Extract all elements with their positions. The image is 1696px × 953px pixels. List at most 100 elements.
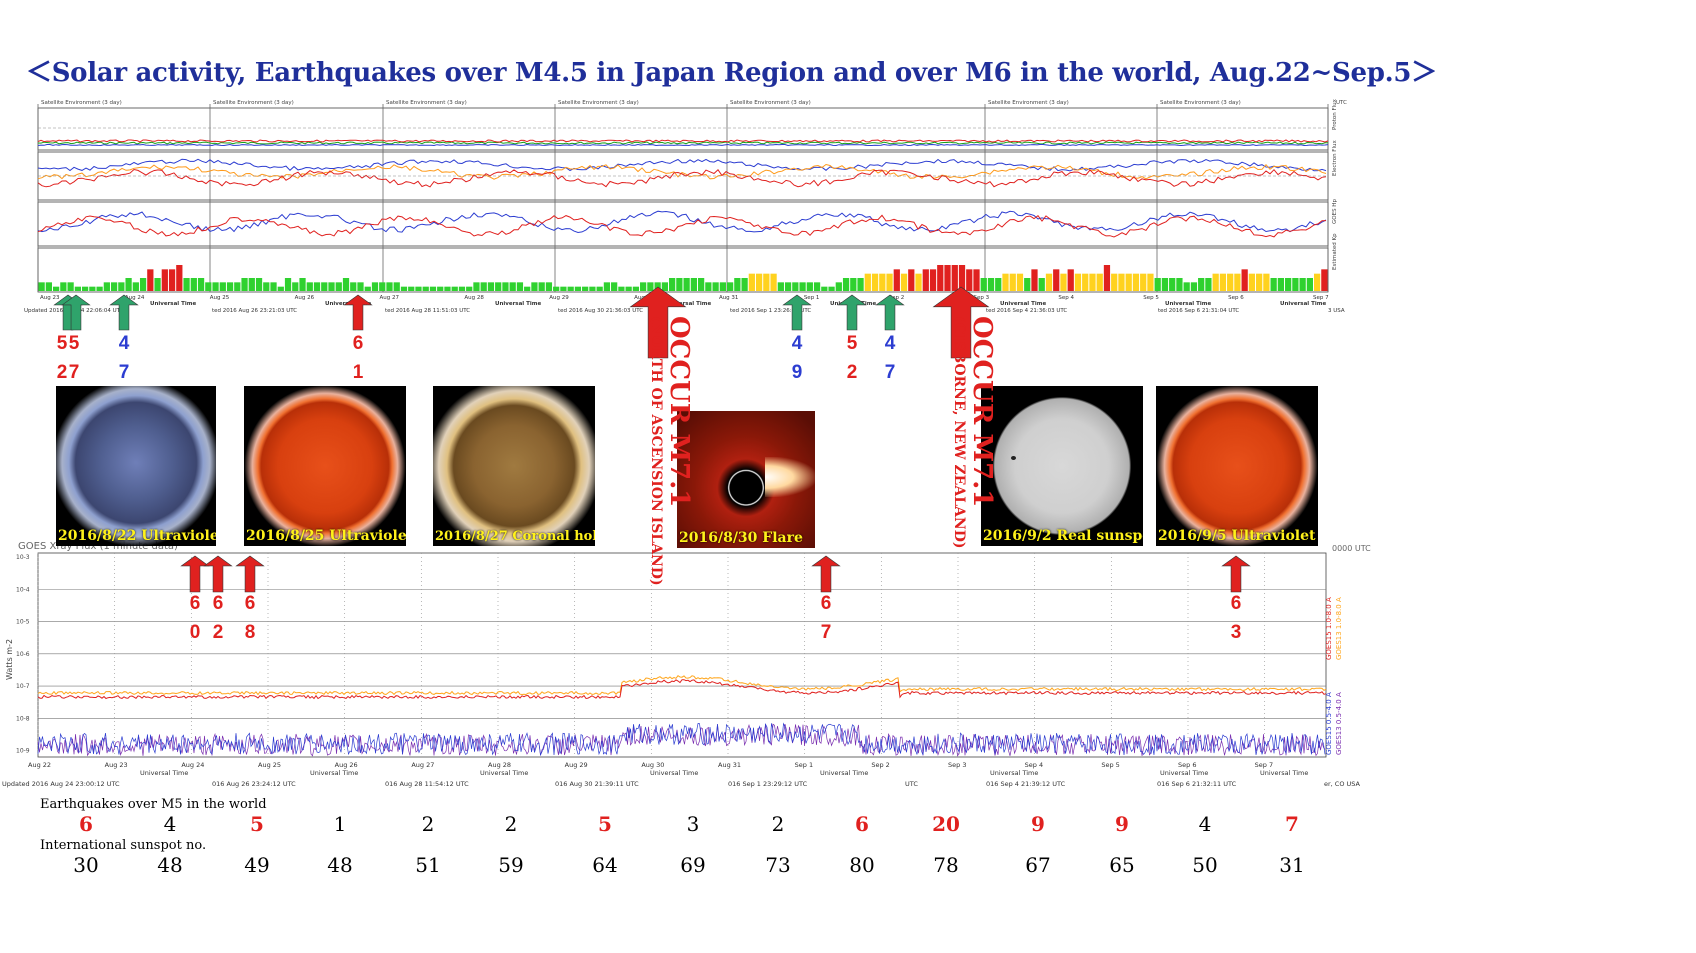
earthquakes-row-label: Earthquakes over M5 in the world [40, 797, 267, 812]
kp-bar [958, 265, 966, 291]
kp-bar [973, 269, 980, 291]
kp-bar [669, 278, 676, 291]
occur-label: OCCUR M7.1 (GISBORNE, NEW ZEALAND) [951, 316, 997, 548]
occur-label: OCCUR M7.1 (NORTH OF ASCENSION ISLAND) [648, 316, 694, 586]
top-axis-title: Universal Time [1165, 301, 1211, 307]
kp-bar [226, 282, 234, 291]
kp-bar [1038, 278, 1045, 291]
red-arrow [811, 555, 841, 593]
kp-bar [980, 278, 987, 291]
xray-date-tick: Aug 27 [411, 761, 434, 769]
kp-bar [89, 286, 96, 291]
kp-bar [647, 282, 654, 291]
sunspot-number: 69 [680, 853, 706, 877]
magnitude-digit: 5 [68, 333, 80, 354]
kp-bar [1212, 273, 1219, 291]
sunspot-number: 51 [415, 853, 441, 877]
kp-bar [1111, 273, 1118, 291]
top-right-label: Electron Flux [1332, 140, 1338, 176]
kp-bar [234, 282, 241, 291]
occur-location: (GISBORNE, NEW ZEALAND) [951, 316, 967, 549]
kp-bar [386, 282, 393, 291]
hp-line [37, 214, 1327, 238]
kp-bar [480, 282, 487, 291]
kp-bar [176, 265, 183, 291]
top-date-tick: Sep 1 [804, 295, 820, 301]
xray-y-tick: 10-3 [16, 554, 30, 561]
kp-bar [640, 282, 647, 291]
magnitude-digit: 3 [1230, 622, 1242, 643]
sun-image: 2016/8/27 Coronal hole [433, 386, 595, 546]
kp-bar [1176, 278, 1183, 291]
occur-location: (NORTH OF ASCENSION ISLAND) [648, 316, 664, 586]
kp-bar [799, 282, 806, 291]
red-arrow [203, 555, 233, 593]
xray-long-goes15 [37, 679, 1327, 700]
xray-updated-label: 016 Aug 28 11:54:12 UTC [385, 780, 469, 788]
kp-bar [1045, 273, 1053, 291]
top-axis-title: Universal Time [495, 301, 541, 307]
green-arrow [837, 294, 867, 331]
xray-y-tick: 10-6 [16, 651, 30, 658]
top-date-tick: Aug 28 [464, 295, 484, 301]
top-date-tick: Sep 4 [1058, 295, 1074, 301]
kp-bar [1270, 278, 1277, 291]
xray-date-tick: Sep 2 [871, 761, 889, 769]
xray-date-tick: Aug 28 [488, 761, 511, 769]
xray-date-tick: Aug 22 [28, 761, 51, 769]
xray-short-goes15 [37, 722, 1326, 757]
kp-bar [995, 278, 1002, 291]
kp-bar [1306, 278, 1314, 291]
kp-bar [857, 278, 864, 291]
sun-image-caption: 2016/8/25 Ultraviolet [246, 528, 406, 544]
kp-bar [284, 278, 292, 291]
kp-bar [1256, 273, 1263, 291]
magnitude-digit: 6 [189, 593, 201, 614]
kp-bar [1285, 278, 1292, 291]
kp-bar [632, 286, 640, 291]
kp-bar [197, 278, 205, 291]
sun-image: 2016/9/5 Ultraviolet [1156, 386, 1318, 546]
kp-bar [509, 282, 516, 291]
kp-bar [74, 286, 81, 291]
kp-bar [1147, 273, 1154, 291]
xray-date-tick: Sep 6 [1178, 761, 1196, 769]
kp-bar [661, 282, 669, 291]
xray-date-tick: Aug 23 [105, 761, 128, 769]
magnitude-digit: 6 [352, 333, 364, 354]
sun-image-caption: 2016/8/30 Flare [679, 530, 803, 546]
magnitude-digit: 8 [244, 622, 256, 643]
top-right-label: UTC [1336, 100, 1347, 106]
kp-bar [712, 282, 719, 291]
kp-bar [705, 282, 712, 291]
earthquake-count: 7 [1285, 812, 1299, 836]
earthquake-count: 2 [421, 812, 435, 836]
top-updated-label: ted 2016 Sep 6 21:31:04 UTC [1158, 308, 1239, 314]
xray-date-tick: Aug 26 [335, 761, 358, 769]
kp-bar [1277, 278, 1285, 291]
top-date-tick: Aug 29 [549, 295, 569, 301]
electron-flux-line [37, 168, 1327, 188]
top-updated-label: 3 USA [1328, 308, 1345, 314]
kp-bar [313, 282, 321, 291]
kp-bar [763, 273, 770, 291]
kp-bar [1132, 273, 1140, 291]
kp-bar [190, 278, 197, 291]
kp-bar [147, 269, 154, 291]
red-arrow [235, 555, 265, 593]
kp-bar [625, 286, 632, 291]
kp-bar [321, 282, 328, 291]
red-arrow [1221, 555, 1251, 593]
kp-bar [161, 269, 168, 291]
kp-bar [574, 286, 582, 291]
hp-line [37, 210, 1327, 234]
kp-bar [951, 265, 958, 291]
kp-bar [255, 278, 263, 291]
kp-bar [792, 282, 799, 291]
kp-bar [357, 282, 364, 291]
kp-bar [1248, 273, 1256, 291]
xray-updated-label: 016 Sep 6 21:32:11 UTC [1157, 780, 1237, 788]
earthquake-count: 9 [1031, 812, 1045, 836]
top-date-tick: Sep 7 [1313, 295, 1329, 301]
kp-bar [67, 282, 74, 291]
